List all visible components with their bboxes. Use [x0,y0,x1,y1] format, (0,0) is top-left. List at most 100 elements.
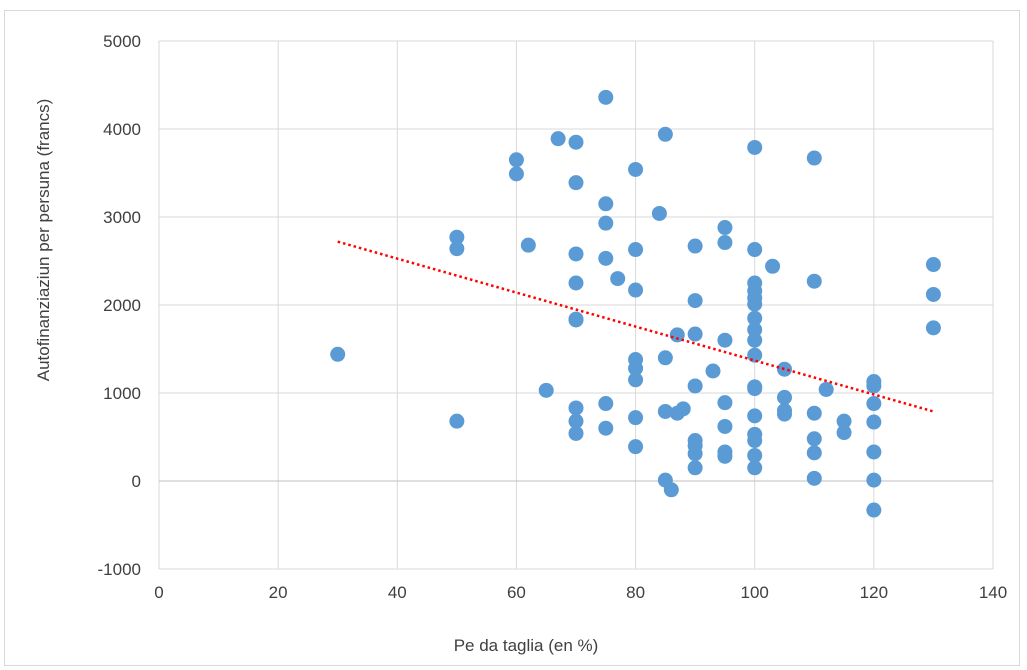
data-point [747,296,763,312]
data-point [747,139,763,155]
data-point [747,447,763,463]
data-point [866,444,882,460]
data-point [836,413,852,429]
data-point [687,293,703,309]
data-point [449,229,465,245]
data-point [717,220,733,236]
data-point [747,433,763,449]
data-point [538,382,554,398]
data-point [628,372,644,388]
data-point [806,150,822,166]
x-axis-title: Pe da taglia (en %) [454,636,599,655]
scatter-chart: 0 20 40 60 80 100 120 140 -1000 0 1000 2000 3000 4000… [34,32,1008,655]
data-point [717,448,733,464]
data-point [651,205,667,221]
x-tick-label: 80 [626,583,645,602]
y-tick-label: 5000 [103,32,141,51]
data-point [598,196,614,212]
data-point [806,445,822,461]
data-point [866,502,882,518]
trendline-layer [337,240,934,413]
data-point [657,350,673,366]
x-tick-label: 60 [507,583,526,602]
data-point [568,413,584,429]
data-point [598,420,614,436]
data-point [568,246,584,262]
data-point [598,250,614,266]
data-point [568,275,584,291]
data-point [806,405,822,421]
x-tick-label: 100 [741,583,769,602]
data-point [925,286,941,302]
data-point [806,470,822,486]
y-tick-label: 2000 [103,296,141,315]
data-point [330,346,346,362]
data-point [717,235,733,251]
data-point [687,446,703,462]
data-point [687,326,703,342]
x-tick-label: 140 [979,583,1007,602]
data-point [628,161,644,177]
data-point [568,175,584,191]
data-point [568,312,584,328]
data-point [628,282,644,298]
data-point [717,332,733,348]
data-point [806,431,822,447]
data-point [866,378,882,394]
data-point [520,237,536,253]
y-axis-title: Autofinanziaziun per persuna (francs) [34,99,53,382]
data-point [747,322,763,338]
data-point [449,413,465,429]
data-point [568,425,584,441]
data-point [777,361,792,377]
data-point [777,389,792,405]
data-point [663,482,679,498]
y-tick-label: 3000 [103,208,141,227]
data-point [925,320,941,336]
data-point [717,418,733,434]
data-point [598,215,614,231]
tick-labels: 0 20 40 60 80 100 120 140 -1000 0 1000 2000 3000 4000… [98,32,1008,602]
data-point [568,400,584,416]
data-points [330,89,941,518]
data-point [836,425,852,441]
data-point [610,271,626,287]
data-point [628,410,644,426]
data-point [866,396,882,412]
data-point [866,472,882,488]
data-point [508,166,524,182]
data-point [747,408,763,424]
data-point [747,310,763,326]
data-point [925,257,941,273]
data-point [675,401,691,417]
data-point [765,258,781,274]
x-tick-label: 0 [154,583,163,602]
data-point [806,273,822,289]
x-tick-label: 40 [388,583,407,602]
data-point [508,152,524,168]
data-point [717,395,733,411]
chart-area: 0 20 40 60 80 100 120 140 -1000 0 1000 2000 3000 4000… [4,10,1020,666]
x-tick-label: 20 [269,583,288,602]
data-point [747,460,763,476]
data-point [657,126,673,142]
data-point [747,347,763,363]
data-point [568,134,584,150]
data-point [628,360,644,376]
data-point [687,238,703,254]
y-tick-label: 4000 [103,120,141,139]
data-point [818,381,834,397]
data-point [687,378,703,394]
y-tick-label: 1000 [103,384,141,403]
x-tick-label: 120 [860,583,888,602]
data-point [598,396,614,412]
data-point [550,131,566,147]
data-point [628,242,644,258]
data-point [687,460,703,476]
data-point [747,381,763,397]
data-point [657,403,673,419]
data-point [598,89,614,105]
trendline [337,240,934,413]
data-point [747,332,763,348]
gridlines [158,40,994,570]
